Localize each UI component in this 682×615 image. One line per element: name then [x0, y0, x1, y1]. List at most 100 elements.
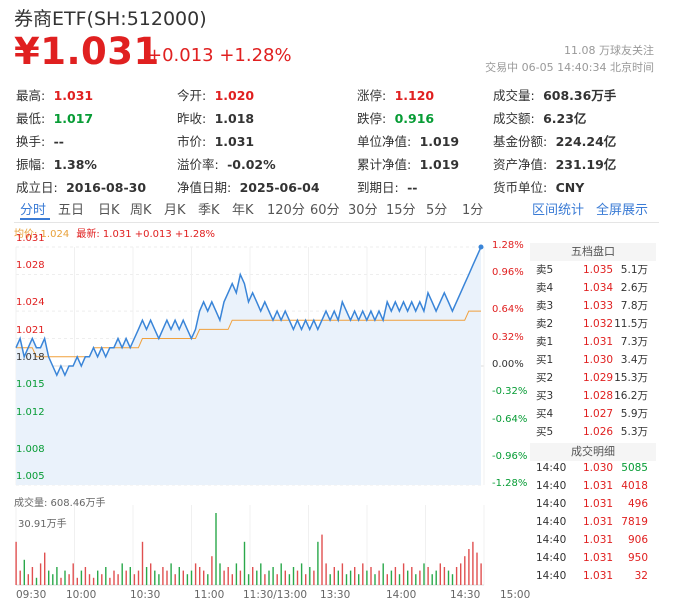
volume-bar: [345, 574, 348, 585]
quote-value: 1.020: [210, 88, 255, 103]
volume-bar: [194, 563, 197, 585]
volume-bar: [39, 563, 42, 585]
x-tick: 13:30: [320, 589, 351, 601]
volume-bar: [76, 577, 78, 585]
volume-bar: [337, 570, 339, 585]
volume-bar: [411, 567, 413, 585]
quote-value: 1.019: [415, 134, 460, 149]
volume-bar: [455, 567, 458, 585]
volume-bar: [305, 574, 307, 585]
follow-count[interactable]: 11.08 万球友关注: [564, 44, 654, 57]
volume-bar: [472, 541, 474, 585]
volume-bar: [121, 563, 123, 585]
y-price-tick: 1.024: [16, 297, 45, 309]
tab-7[interactable]: 120分: [267, 203, 305, 218]
volume-bar: [464, 556, 466, 585]
volume-bar: [137, 570, 140, 585]
tab-6[interactable]: 年K: [232, 203, 254, 218]
y-price-tick: 1.015: [16, 379, 45, 391]
quote-key: 溢价率:: [177, 157, 219, 172]
order-level-price: 1.027: [583, 408, 614, 420]
order-level-volume: 7.3万: [620, 336, 648, 348]
deal-price: 1.031: [583, 534, 614, 546]
tab-11[interactable]: 5分: [426, 203, 448, 218]
volume-bar: [109, 577, 111, 585]
y-price-tick: 1.012: [16, 406, 45, 418]
volume-bar: [284, 570, 286, 585]
price-change: +0.013 +1.28%: [147, 45, 292, 66]
volume-bar: [439, 563, 441, 585]
quote-key: 市价:: [177, 134, 207, 149]
volume-bar: [370, 567, 372, 585]
volume-bar: [300, 563, 303, 585]
volume-bar: [80, 570, 83, 585]
y-price-tick: 1.021: [16, 324, 45, 336]
deal-volume: 7819: [621, 516, 648, 528]
volume-bar: [378, 570, 380, 585]
quote-item: 市价: 1.031: [177, 131, 254, 150]
order-level-label: 卖5: [536, 264, 554, 276]
volume-bar: [423, 563, 425, 585]
volume-bar: [349, 570, 352, 585]
deal-time: 14:40: [536, 516, 567, 528]
volume-bar: [292, 567, 295, 585]
chart-period-tabs: 分时 五日 日K 周K 月K 季K 年K 120分 60分 30分 15分 5分 1分 区间统计 全屏展示: [14, 196, 659, 223]
tab-0[interactable]: 分时: [20, 203, 47, 218]
volume-bar: [264, 574, 266, 585]
order-level-price: 1.030: [583, 354, 614, 366]
quote-item: 涨停: 1.120: [357, 85, 434, 104]
volume-bar: [313, 570, 315, 585]
volume-bar: [223, 570, 225, 585]
volume-bar: [362, 563, 364, 585]
volume-bar: [435, 570, 437, 585]
quote-item: 跌停: 0.916: [357, 108, 434, 127]
chart-grid: [15, 246, 485, 586]
order-level-price: 1.034: [583, 282, 614, 294]
tab-12[interactable]: 1分: [462, 203, 484, 218]
volume-bar: [211, 556, 213, 585]
range-stats-button[interactable]: 区间统计: [532, 203, 585, 218]
y-pct-tick: -0.96%: [492, 450, 528, 462]
volume-bar: [15, 541, 17, 585]
order-level-volume: 5.1万: [620, 264, 648, 276]
tab-8[interactable]: 60分: [310, 203, 340, 218]
volume-bar: [166, 570, 168, 585]
tab-10[interactable]: 15分: [386, 203, 416, 218]
volume-bar: [460, 563, 462, 585]
quote-key: 跌停:: [357, 111, 387, 126]
volume-bar: [247, 574, 250, 585]
volume-bar: [52, 574, 54, 585]
x-tick: 10:00: [66, 589, 97, 601]
volume-bar: [125, 570, 127, 585]
tab-2[interactable]: 日K: [98, 203, 120, 218]
volume-bar: [407, 570, 409, 585]
order-book-title: 五档盘口: [530, 243, 656, 261]
deal-volume: 5085: [621, 462, 648, 474]
volume-bar: [150, 563, 152, 585]
price-line: [15, 246, 482, 378]
tab-5[interactable]: 季K: [198, 203, 220, 218]
tab-3[interactable]: 周K: [130, 203, 152, 218]
tab-1[interactable]: 五日: [58, 203, 85, 218]
volume-bar: [325, 563, 327, 585]
order-level-label: 卖4: [536, 282, 554, 294]
quote-item: 资产净值: 231.19亿: [493, 154, 616, 173]
volume-bar: [60, 577, 62, 585]
deal-price: 1.031: [583, 516, 614, 528]
volume-bar: [239, 570, 242, 585]
quote-item: 成交额: 6.23亿: [493, 108, 586, 127]
deal-time: 14:40: [536, 552, 567, 564]
volume-bar: [329, 574, 331, 585]
volume-bar: [227, 567, 229, 585]
tab-4[interactable]: 月K: [164, 203, 186, 218]
volume-bar: [203, 570, 205, 585]
order-level-price: 1.033: [583, 300, 614, 312]
quote-key: 成交量:: [493, 88, 535, 103]
quote-key: 货币单位:: [493, 180, 548, 195]
deal-volume: 496: [627, 498, 648, 510]
fullscreen-button[interactable]: 全屏展示: [596, 203, 649, 218]
volume-bar: [199, 567, 201, 585]
volume-bar: [374, 574, 376, 585]
tab-9[interactable]: 30分: [348, 203, 378, 218]
quote-item: 昨收: 1.018: [177, 108, 254, 127]
